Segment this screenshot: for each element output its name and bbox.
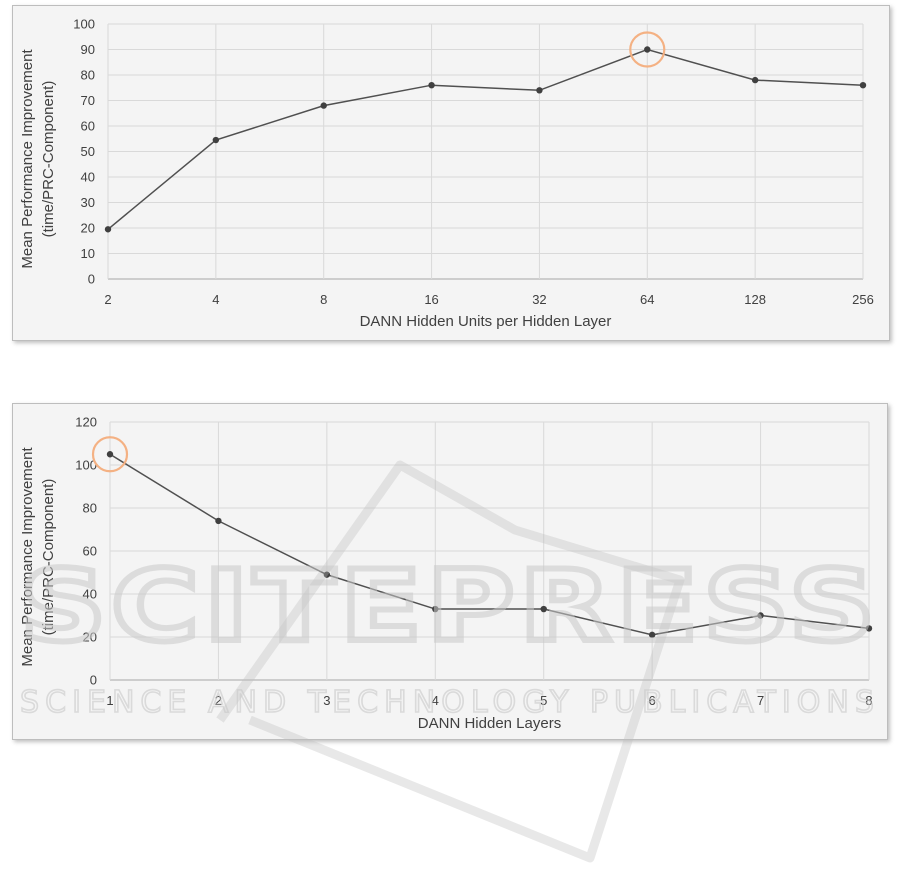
- y-axis-label-line-2: (time/PRC-Component): [40, 81, 57, 238]
- x-tick-label-1: 1: [106, 693, 113, 708]
- x-tick-label-7: 7: [757, 693, 764, 708]
- highlight-ring: [629, 31, 666, 68]
- y-tick-label-40: 40: [83, 587, 97, 602]
- x-tick-label-16: 16: [424, 292, 438, 307]
- x-tick-label-128: 128: [744, 292, 766, 307]
- x-tick-label-8: 8: [865, 693, 872, 708]
- y-tick-label-90: 90: [81, 42, 95, 57]
- data-point-16: [428, 82, 435, 89]
- data-point-64: [644, 46, 651, 53]
- x-tick-label-5: 5: [540, 693, 547, 708]
- y-axis-label-line-2: (time/PRC-Component): [40, 479, 57, 636]
- y-tick-label-40: 40: [81, 170, 95, 185]
- highlight-ring: [91, 436, 129, 473]
- x-tick-label-4: 4: [212, 292, 219, 307]
- data-point-3: [323, 571, 331, 578]
- y-tick-label-20: 20: [81, 221, 95, 236]
- y-tick-label-60: 60: [83, 544, 97, 559]
- data-point-32: [536, 87, 543, 94]
- x-tick-label-6: 6: [649, 693, 656, 708]
- data-point-8: [320, 102, 327, 109]
- y-tick-label-20: 20: [83, 630, 97, 645]
- y-tick-label-50: 50: [81, 144, 95, 159]
- data-point-2: [215, 517, 222, 525]
- x-tick-label-32: 32: [532, 292, 546, 307]
- y-tick-label-120: 120: [75, 415, 97, 430]
- data-point-7: [757, 612, 764, 619]
- x-axis-label: DANN Hidden Units per Hidden Layer: [360, 313, 612, 330]
- y-tick-label-0: 0: [90, 673, 97, 688]
- y-tick-label-100: 100: [75, 458, 97, 473]
- x-tick-label-4: 4: [432, 693, 439, 708]
- x-axis-label: DANN Hidden Layers: [418, 715, 561, 732]
- x-tick-label-256: 256: [852, 292, 874, 307]
- data-point-2: [104, 226, 112, 233]
- x-tick-label-3: 3: [323, 693, 330, 708]
- chart-panel-hidden-units: [12, 5, 890, 341]
- y-tick-label-70: 70: [81, 93, 95, 108]
- y-tick-label-60: 60: [81, 119, 95, 134]
- data-point-4: [212, 136, 220, 144]
- data-point-128: [751, 76, 759, 84]
- series-line: [109, 453, 870, 636]
- data-point-6: [648, 631, 656, 639]
- x-tick-label-2: 2: [104, 292, 111, 307]
- y-tick-label-80: 80: [81, 68, 95, 83]
- y-tick-label-0: 0: [88, 272, 95, 287]
- y-axis-label-line-1: Mean Performance Improvement: [19, 49, 36, 269]
- chart-panel-hidden-layers: [12, 403, 888, 740]
- data-point-256: [859, 82, 867, 89]
- series-line: [107, 48, 864, 230]
- data-point-5: [540, 605, 547, 613]
- x-tick-label-64: 64: [640, 292, 654, 307]
- y-tick-label-80: 80: [83, 501, 97, 516]
- data-point-1: [106, 451, 114, 458]
- data-point-4: [432, 605, 439, 613]
- y-tick-label-30: 30: [81, 195, 95, 210]
- x-tick-label-2: 2: [215, 693, 222, 708]
- data-point-8: [865, 625, 873, 632]
- x-tick-label-8: 8: [320, 292, 327, 307]
- y-tick-label-10: 10: [81, 246, 95, 261]
- y-axis-label-line-1: Mean Performance Improvement: [19, 447, 36, 667]
- y-tick-label-100: 100: [73, 17, 95, 32]
